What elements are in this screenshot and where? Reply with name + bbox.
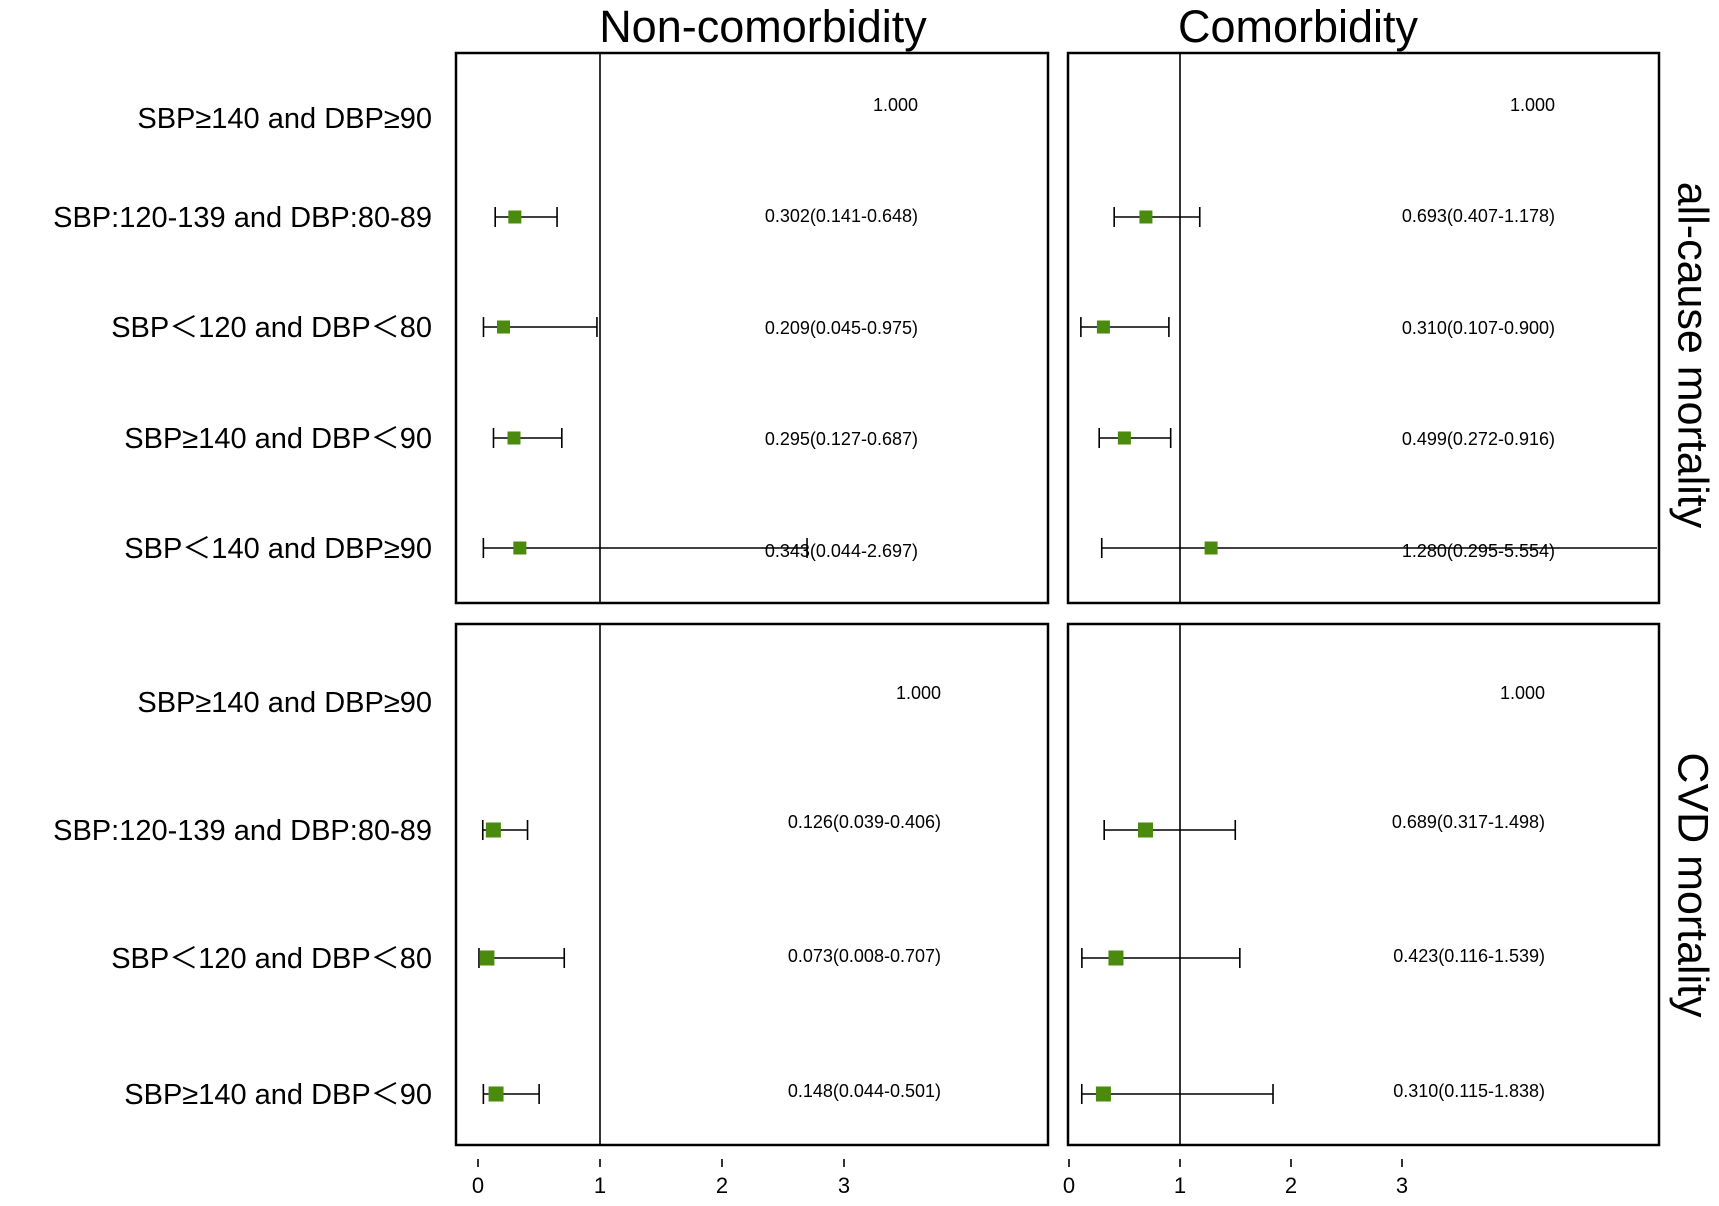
row-title: CVD mortality	[1669, 752, 1717, 1018]
category-label: SBP＜120 and DBP＜80	[111, 312, 432, 344]
x-tick-label: 3	[838, 1173, 850, 1198]
x-tick-label: 0	[1063, 1173, 1075, 1198]
x-tick-label: 2	[716, 1173, 728, 1198]
estimate-label: 1.280(0.295-5.554)	[1402, 541, 1555, 561]
point-estimate-marker	[479, 950, 495, 966]
category-label: SBP＜120 and DBP＜80	[111, 943, 432, 975]
point-estimate-marker	[1117, 431, 1131, 445]
point-estimate-marker	[488, 1086, 504, 1102]
estimate-label: 0.693(0.407-1.178)	[1402, 206, 1555, 226]
x-tick-label: 2	[1285, 1173, 1297, 1198]
category-label: SBP＜140 and DBP≥90	[124, 533, 432, 565]
panel-frame	[454, 622, 1050, 1147]
estimate-label: 0.689(0.317-1.498)	[1392, 812, 1545, 832]
panel-frame	[454, 51, 1050, 605]
estimate-label: 0.295(0.127-0.687)	[765, 429, 918, 449]
column-title: Non-comorbidity	[599, 1, 927, 52]
x-tick-label: 1	[594, 1173, 606, 1198]
category-label: SBP≥140 and DBP＜90	[124, 423, 432, 455]
x-tick-label: 1	[1174, 1173, 1186, 1198]
panel-frame	[1066, 51, 1661, 605]
estimate-label: 0.310(0.115-1.838)	[1393, 1081, 1545, 1101]
point-estimate-marker	[513, 541, 527, 555]
point-estimate-marker	[1204, 541, 1218, 555]
estimate-label: 0.343(0.044-2.697)	[765, 541, 918, 561]
point-estimate-marker	[1095, 1086, 1111, 1102]
estimate-label: 0.302(0.141-0.648)	[765, 206, 918, 226]
point-estimate-marker	[508, 210, 522, 224]
row-title: all-cause mortality	[1669, 182, 1717, 529]
point-estimate-marker	[1139, 210, 1153, 224]
point-estimate-marker	[1108, 950, 1124, 966]
x-tick-label: 0	[472, 1173, 484, 1198]
point-estimate-marker	[1137, 822, 1153, 838]
panel-frame	[1066, 622, 1661, 1147]
point-estimate-marker	[507, 431, 521, 445]
estimate-label: 1.000	[1510, 95, 1555, 115]
x-tick-label: 3	[1396, 1173, 1408, 1198]
estimate-label: 0.310(0.107-0.900)	[1402, 318, 1555, 338]
category-label: SBP:120-139 and DBP:80-89	[53, 815, 432, 847]
category-label: SBP≥140 and DBP＜90	[124, 1079, 432, 1111]
estimate-label: 0.209(0.045-0.975)	[765, 318, 918, 338]
estimate-label: 0.148(0.044-0.501)	[788, 1081, 941, 1101]
column-title: Comorbidity	[1178, 1, 1419, 52]
estimate-label: 1.000	[1500, 683, 1545, 703]
point-estimate-marker	[496, 320, 510, 334]
estimate-label: 0.126(0.039-0.406)	[788, 812, 941, 832]
point-estimate-marker	[485, 822, 501, 838]
point-estimate-marker	[1096, 320, 1110, 334]
category-label: SBP:120-139 and DBP:80-89	[53, 202, 432, 234]
estimate-label: 1.000	[896, 683, 941, 703]
category-label: SBP≥140 and DBP≥90	[137, 687, 432, 719]
estimate-label: 1.000	[873, 95, 918, 115]
category-label: SBP≥140 and DBP≥90	[137, 103, 432, 135]
estimate-label: 0.423(0.116-1.539)	[1393, 946, 1545, 966]
estimate-label: 0.499(0.272-0.916)	[1402, 429, 1555, 449]
estimate-label: 0.073(0.008-0.707)	[788, 946, 941, 966]
